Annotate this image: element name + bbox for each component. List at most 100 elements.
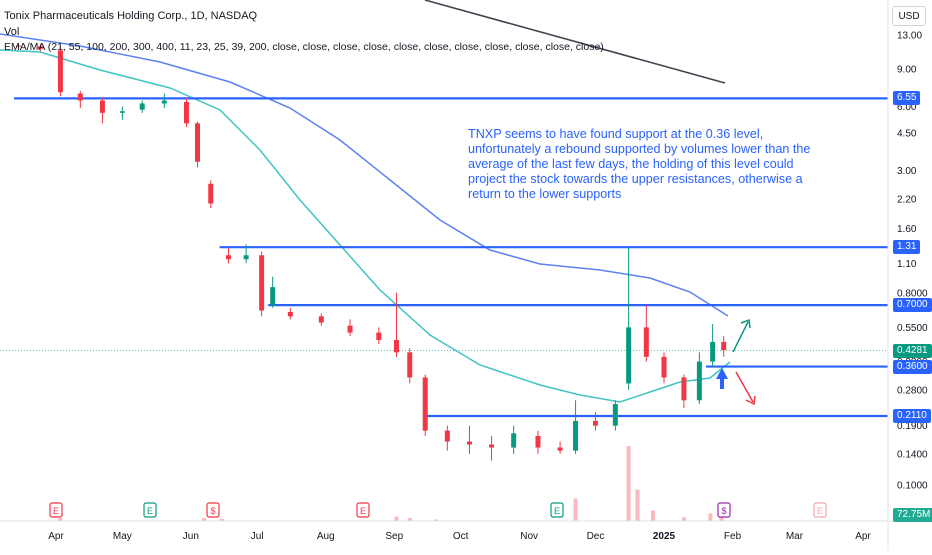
- level-price-tag: 1.31: [893, 240, 921, 255]
- currency-button[interactable]: USD: [892, 6, 926, 26]
- candle-body: [696, 361, 702, 401]
- volume-bar: [626, 446, 631, 521]
- candle: [15, 43, 21, 49]
- support-hold-arrow: [716, 368, 728, 389]
- candle: [194, 121, 200, 168]
- candle: [592, 412, 598, 431]
- candle: [681, 374, 687, 408]
- volume-bar: [708, 513, 713, 521]
- time-tick-label: Feb: [724, 531, 742, 542]
- trend-line: [424, 0, 726, 84]
- trend-lines: [0, 0, 888, 403]
- event-marker-frame: [49, 502, 63, 518]
- volume-bar: [219, 518, 224, 521]
- candle: [511, 425, 517, 454]
- event-marker-frame: [813, 502, 827, 518]
- candle: [407, 348, 413, 384]
- candle-body: [139, 103, 145, 110]
- indicator-legend[interactable]: EMA/MA (21, 55, 100, 200, 300, 400, 11, …: [4, 41, 604, 53]
- candle: [643, 305, 649, 362]
- candle: [139, 100, 145, 113]
- candle: [243, 244, 249, 264]
- volume-value-tag: 72.75M: [893, 508, 932, 522]
- candle-body: [661, 356, 667, 378]
- event-marker-frame: [143, 502, 157, 518]
- candle-body: [287, 311, 293, 317]
- candle: [347, 319, 353, 337]
- time-tick-label: May: [113, 531, 132, 542]
- time-tick-label: Mar: [786, 531, 804, 542]
- event-markers: E E $ E E $ E: [49, 502, 827, 518]
- candle: [119, 106, 125, 120]
- candle-body: [161, 100, 167, 104]
- candle: [393, 292, 399, 357]
- price-tick-label: 6.00: [897, 102, 917, 113]
- candle-body: [347, 325, 353, 333]
- price-tick-label: 3.00: [897, 166, 917, 177]
- down-scenario-arrow: [735, 371, 754, 403]
- price-tick-label: 0.5500: [897, 323, 928, 334]
- candle-body: [612, 404, 618, 426]
- level-price-tag: 0.3600: [893, 359, 932, 374]
- down-scenario-arrowhead: [745, 395, 756, 406]
- price-tick-label: 1.60: [897, 224, 917, 235]
- time-tick-label: Jul: [251, 531, 264, 542]
- event-marker[interactable]: E: [49, 502, 63, 518]
- candle-body: [77, 93, 83, 101]
- candle-body: [721, 341, 727, 351]
- price-tick-label: 0.8000: [897, 288, 928, 299]
- time-tick-label: Dec: [587, 531, 605, 542]
- volume-bar: [58, 518, 63, 521]
- support-resistance-levels: [13, 97, 888, 418]
- candle: [535, 430, 541, 454]
- candle: [259, 251, 265, 317]
- price-tick-label: 0.2800: [897, 385, 928, 396]
- candle-body: [643, 327, 649, 357]
- time-tick-label: Jun: [183, 531, 199, 542]
- event-marker[interactable]: $: [717, 502, 731, 518]
- time-tick-label: Sep: [385, 531, 403, 542]
- candle: [99, 97, 105, 124]
- volume-bar: [573, 498, 578, 521]
- event-marker[interactable]: E: [813, 502, 827, 518]
- event-marker[interactable]: E: [143, 502, 157, 518]
- volume-bar: [394, 516, 399, 521]
- time-axis[interactable]: Apr May Jun Jul Aug Sep Oct Nov Dec 2025 Feb Mar Apr: [48, 531, 871, 542]
- candle-body: [681, 377, 687, 401]
- time-tick-label: Oct: [453, 531, 469, 542]
- price-tick-label: 9.00: [897, 64, 917, 75]
- event-marker[interactable]: E: [550, 502, 564, 518]
- candle-body: [393, 339, 399, 353]
- event-marker[interactable]: $: [206, 502, 220, 518]
- volume-legend[interactable]: Vol: [4, 26, 20, 38]
- event-marker-frame: [206, 502, 220, 518]
- projection-arrows: [716, 318, 756, 406]
- symbol-title[interactable]: Tonix Pharmaceuticals Holding Corp., 1D,…: [4, 10, 258, 22]
- time-tick-label: Nov: [520, 531, 538, 542]
- candle: [612, 400, 618, 431]
- event-marker-frame: [356, 502, 370, 518]
- candle: [489, 435, 495, 461]
- candle-body: [259, 255, 265, 311]
- candle: [318, 313, 324, 326]
- volume-bar: [635, 489, 640, 521]
- candle: [422, 374, 428, 436]
- candle: [161, 93, 167, 109]
- price-tick-label: 0.1400: [897, 449, 928, 460]
- volume-bar: [681, 517, 686, 521]
- price-tick-label: 0.1000: [897, 481, 928, 492]
- event-marker-glyph: E: [147, 506, 153, 516]
- candle: [270, 276, 276, 308]
- price-axis[interactable]: 13.00 9.00 6.00 4.50 3.00 2.20 1.60 1.10 0.8000 0…: [897, 31, 928, 492]
- candle-body: [38, 46, 44, 49]
- event-marker[interactable]: E: [356, 502, 370, 518]
- last-price-tag: 0.4281: [893, 343, 932, 358]
- candle-body: [557, 447, 563, 451]
- candle-body: [57, 50, 63, 93]
- volume-bar: [434, 519, 439, 521]
- volume-bar: [202, 518, 207, 521]
- analysis-note: TNXP seems to have found support at the …: [468, 127, 811, 201]
